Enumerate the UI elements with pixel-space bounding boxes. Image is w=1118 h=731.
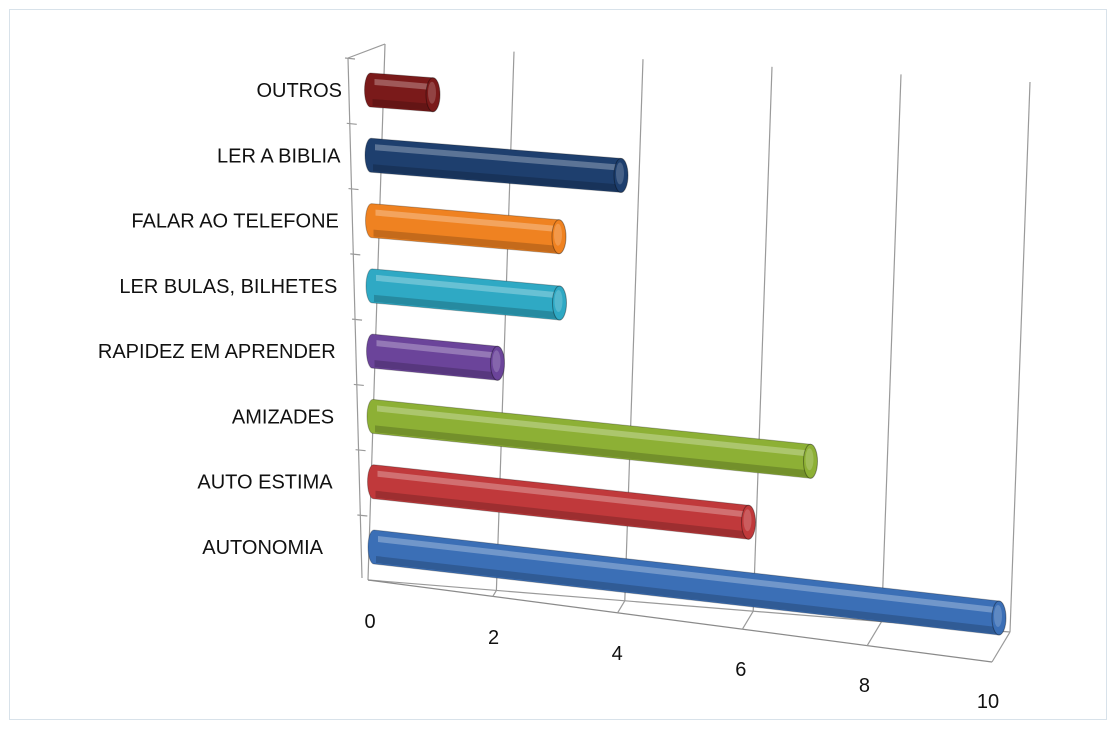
bar-shade xyxy=(375,425,809,478)
y-tick-mark xyxy=(344,57,356,60)
floor-divider xyxy=(991,631,1011,663)
x-axis-line xyxy=(367,579,993,663)
bar-cap-highlight xyxy=(428,81,436,104)
category-label: FALAR AO TELEFONE xyxy=(131,211,338,233)
gridline xyxy=(881,74,902,622)
bar-shade xyxy=(376,556,997,634)
category-labels: AUTONOMIA AUTO ESTIMA AMIZADES RAPIDEZ EM A… xyxy=(98,80,342,559)
bar-end-cap xyxy=(803,443,818,479)
category-label: AUTONOMIA xyxy=(202,537,323,559)
y-tick-mark xyxy=(348,187,359,191)
category-label: RAPIDEZ EM APRENDER xyxy=(98,341,336,363)
chart-walls xyxy=(344,43,1031,663)
bar-cap-highlight xyxy=(554,223,562,246)
category-label: LER BULAS, BILHETES xyxy=(119,276,337,298)
chart-bars xyxy=(364,72,1007,636)
bar-shade xyxy=(374,360,496,380)
category-label: OUTROS xyxy=(256,80,342,102)
category-label: AUTO ESTIMA xyxy=(197,472,333,494)
bar-highlight xyxy=(376,340,494,359)
y-tick-mark xyxy=(351,318,363,321)
bar-cap-highlight xyxy=(805,448,814,471)
x-tick-label: 8 xyxy=(859,675,870,697)
bar-cap-highlight xyxy=(554,290,563,313)
bar-cap-highlight xyxy=(994,604,1002,627)
bar-shade xyxy=(374,294,558,320)
x-tick-label: 6 xyxy=(735,659,746,681)
bar-shade xyxy=(372,99,431,111)
bar-highlight xyxy=(375,144,617,171)
bar-highlight xyxy=(374,79,429,90)
floor-divider xyxy=(741,610,754,630)
bar-highlight xyxy=(376,274,556,299)
bar-end-cap xyxy=(741,504,756,540)
bar-highlight xyxy=(378,536,995,613)
bar-end-cap xyxy=(551,219,567,255)
category-label: LER A BIBLIA xyxy=(217,145,341,167)
bar-end-cap xyxy=(552,285,567,321)
bar-end-cap xyxy=(490,345,505,381)
y-tick-mark xyxy=(350,253,361,256)
gridline xyxy=(1009,81,1031,633)
bar-highlight xyxy=(377,470,745,518)
x-tick-label: 10 xyxy=(977,691,999,713)
floor-divider xyxy=(492,590,497,597)
bar-end-cap xyxy=(613,157,629,193)
bar-shade xyxy=(373,229,557,253)
bar-end-cap xyxy=(425,77,441,113)
category-label: AMIZADES xyxy=(232,406,334,428)
bar-highlight xyxy=(377,405,807,457)
x-tick-label: 0 xyxy=(364,611,375,633)
gridline xyxy=(752,66,773,612)
bar-shade xyxy=(375,490,747,539)
y-tick-mark xyxy=(357,514,368,517)
x-tick-label: 2 xyxy=(488,627,499,649)
bar-cap-highlight xyxy=(743,509,752,532)
y-axis-line xyxy=(347,57,363,579)
bar-cap-highlight xyxy=(616,162,624,185)
y-tick-mark xyxy=(353,383,364,387)
x-tick-label: 4 xyxy=(612,643,623,665)
bar-highlight xyxy=(375,209,555,232)
y-tick-mark xyxy=(346,122,357,125)
back-wall-top xyxy=(347,43,386,59)
x-tick-labels: 0 2 4 6 8 10 xyxy=(364,611,999,713)
y-tick-mark xyxy=(355,449,366,452)
bar-shade xyxy=(373,164,619,192)
bar-cap-highlight xyxy=(492,350,501,373)
floor-divider xyxy=(617,600,626,614)
bar-end-cap xyxy=(991,600,1007,636)
floor-divider xyxy=(866,621,883,646)
